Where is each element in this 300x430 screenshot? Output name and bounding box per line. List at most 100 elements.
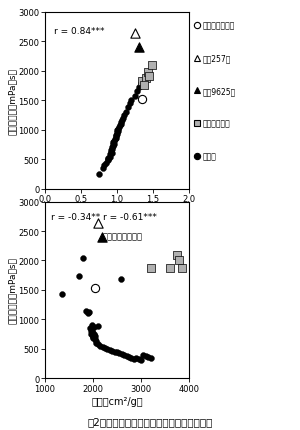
Point <box>110 348 115 355</box>
Point <box>90 335 95 342</box>
Text: r = -0.61***: r = -0.61*** <box>103 213 157 221</box>
Point <box>88 328 93 335</box>
Text: モチ小麦系統: モチ小麦系統 <box>202 120 230 128</box>
Point <box>76 273 81 280</box>
Point <box>114 132 119 139</box>
Point <box>131 356 136 363</box>
Point <box>59 291 64 298</box>
Point <box>122 352 127 359</box>
Point <box>110 144 114 151</box>
Point <box>143 353 148 359</box>
Point <box>87 309 92 316</box>
Text: その他: その他 <box>202 152 216 161</box>
Point <box>92 324 96 331</box>
Point <box>100 165 105 172</box>
Text: （モチ系統除外）: （モチ系統除外） <box>103 232 142 241</box>
Text: r = -0.34**: r = -0.34** <box>51 213 100 221</box>
Point <box>146 69 150 76</box>
Point <box>92 333 97 340</box>
Point <box>106 155 111 162</box>
Point <box>115 128 120 135</box>
Point <box>95 323 100 330</box>
Point <box>124 353 129 359</box>
Point <box>115 131 119 138</box>
Point <box>106 157 111 163</box>
Point <box>102 162 106 169</box>
Point <box>143 76 148 83</box>
X-axis label: ペントサン含量（%）: ペントサン含量（%） <box>86 206 148 216</box>
Point <box>115 127 119 134</box>
Text: r = 0.84***: r = 0.84*** <box>54 27 104 36</box>
Point <box>118 122 122 129</box>
Point <box>125 104 130 111</box>
Point <box>92 330 97 337</box>
Point <box>119 351 124 358</box>
Text: ホロシリコムギ: ホロシリコムギ <box>202 22 235 30</box>
Point <box>175 252 179 258</box>
Point <box>95 341 100 348</box>
Point <box>90 330 94 337</box>
Point <box>105 346 110 353</box>
Point <box>129 98 134 104</box>
Y-axis label: 変性粉粘度（mPa・s）: 変性粉粘度（mPa・s） <box>8 257 17 324</box>
Point <box>179 265 184 272</box>
Point <box>112 138 116 145</box>
Point <box>107 152 112 159</box>
Point <box>109 147 114 154</box>
Point <box>120 115 125 122</box>
Point <box>149 62 154 69</box>
Point <box>115 129 119 136</box>
Point <box>139 357 143 364</box>
Point <box>90 322 94 329</box>
Point <box>133 30 137 37</box>
Point <box>111 139 116 146</box>
Point <box>92 332 96 338</box>
Point <box>129 355 134 362</box>
Point <box>89 331 94 338</box>
Text: 図2　各種小麦粉分析値と変性粉粘度の関係: 図2 各種小麦粉分析値と変性粉粘度の関係 <box>87 416 213 426</box>
Point <box>117 124 122 131</box>
Point <box>112 136 117 143</box>
Point <box>88 325 92 332</box>
Point <box>146 354 151 361</box>
Point <box>135 89 140 96</box>
X-axis label: 粒度（cm²/g）: 粒度（cm²/g） <box>91 396 143 405</box>
Point <box>177 258 182 264</box>
Point <box>141 351 146 358</box>
Point <box>108 149 113 156</box>
Point <box>113 135 118 142</box>
Point <box>128 101 132 108</box>
Point <box>127 354 131 361</box>
Point <box>94 338 98 345</box>
Point <box>83 307 88 314</box>
Point <box>110 150 114 157</box>
Point <box>119 120 124 126</box>
Point <box>148 265 153 272</box>
Point <box>100 344 105 351</box>
Point <box>107 347 112 353</box>
Point <box>115 348 119 355</box>
Text: 月系9625号: 月系9625号 <box>202 87 236 95</box>
Point <box>111 141 116 148</box>
Text: 北海257号: 北海257号 <box>202 54 231 63</box>
Point <box>93 336 98 343</box>
Point <box>146 73 151 80</box>
Point <box>120 117 124 124</box>
Point <box>140 96 145 103</box>
Point <box>136 85 141 92</box>
Point <box>140 79 145 86</box>
Point <box>112 349 117 356</box>
Point <box>117 350 122 356</box>
Point <box>148 355 153 362</box>
Point <box>138 80 143 87</box>
Point <box>86 310 91 317</box>
Point <box>93 285 98 292</box>
Point <box>167 265 172 272</box>
Point <box>116 126 121 133</box>
Point <box>103 345 107 352</box>
Point <box>113 133 118 140</box>
Point <box>91 334 96 341</box>
Point <box>98 343 103 350</box>
Point <box>118 121 123 128</box>
Point <box>112 142 116 149</box>
